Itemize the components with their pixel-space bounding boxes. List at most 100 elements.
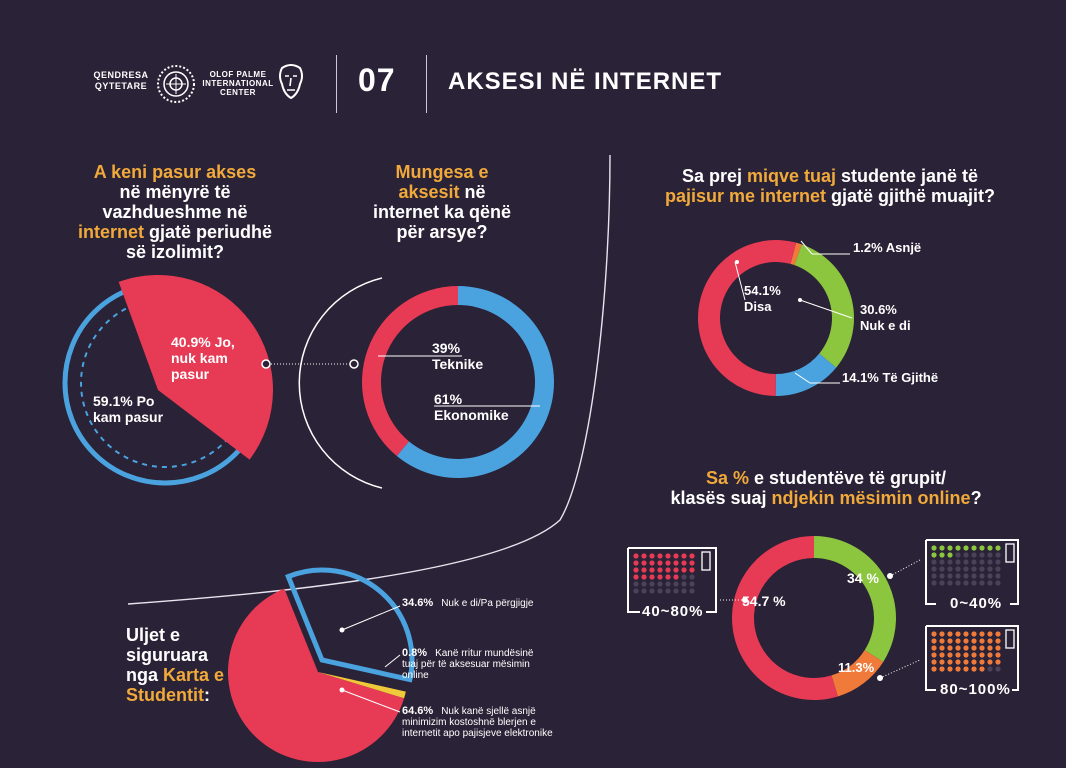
icon-dot xyxy=(955,566,961,572)
q2-question: Mungesa e aksesit në internet ka qënë pë… xyxy=(372,162,512,242)
icon-dot xyxy=(681,567,687,573)
icon-dot xyxy=(689,581,695,587)
q3-leader-nukedi xyxy=(799,299,853,319)
icon-dot xyxy=(633,560,639,566)
q5-label-nuk-sjelle: 64.6% Nuk kanë sjellë asnjë minimizim kos… xyxy=(402,705,553,740)
icon-dot xyxy=(955,631,961,637)
icon-dot xyxy=(971,652,977,658)
q2-label-ekonomike: 61% Ekonomike xyxy=(434,391,509,423)
icon-dot xyxy=(939,552,945,558)
icon-dot xyxy=(987,566,993,572)
header-divider-1 xyxy=(336,55,337,113)
icon-dot xyxy=(931,659,937,665)
icon-dot xyxy=(641,553,647,559)
icon-dot xyxy=(971,659,977,665)
icon-dot xyxy=(979,580,985,586)
icon-dot xyxy=(963,573,969,579)
icon-dot xyxy=(947,545,953,551)
q5-label-nuk-e-di: 34.6% Nuk e di/Pa përgjigje xyxy=(402,597,534,610)
q3-slice-disa xyxy=(697,239,797,396)
icon-dot xyxy=(963,559,969,565)
q1-label-jo: 40.9% Jo, nuk kam pasur xyxy=(171,334,235,382)
icon-dot xyxy=(947,652,953,658)
icon-dot xyxy=(971,666,977,672)
icon-dot xyxy=(963,638,969,644)
icon-dot xyxy=(955,545,961,551)
icon-dot xyxy=(689,588,695,594)
icon-dot xyxy=(987,559,993,565)
q3-label-asnje: 1.2% Asnjë xyxy=(853,240,922,255)
icon-dot xyxy=(995,645,1001,651)
icon-dot xyxy=(987,652,993,658)
icon-dot xyxy=(979,645,985,651)
icon-dot xyxy=(681,553,687,559)
icon-dot xyxy=(963,666,969,672)
icon-dot xyxy=(681,581,687,587)
icon-dot xyxy=(649,560,655,566)
icon-dot xyxy=(971,638,977,644)
icon-dot xyxy=(939,631,945,637)
icon-dot xyxy=(633,553,639,559)
icon-dot xyxy=(995,580,1001,586)
icon-dot xyxy=(665,560,671,566)
icon-dot xyxy=(971,645,977,651)
icon-dot xyxy=(947,573,953,579)
icon-dot xyxy=(931,580,937,586)
q5-leader-nukedi xyxy=(341,605,401,631)
icon-dot xyxy=(971,573,977,579)
icon-dot xyxy=(979,652,985,658)
icon-dot xyxy=(633,588,639,594)
icon-dot xyxy=(979,659,985,665)
icon-dot xyxy=(995,631,1001,637)
q5-slice-rritur xyxy=(318,672,406,699)
q2-label-teknike: 39% Teknike xyxy=(432,340,484,372)
q4-slice-80-100 xyxy=(831,650,884,697)
icon-dot xyxy=(665,553,671,559)
icon-dot xyxy=(955,580,961,586)
q2-slice-teknike xyxy=(362,286,458,456)
icon-dot xyxy=(931,652,937,658)
icon-dot xyxy=(963,659,969,665)
q4-icon-0-40 xyxy=(925,539,1019,605)
icon-dot xyxy=(979,552,985,558)
icon-dot xyxy=(939,652,945,658)
icon-dot xyxy=(657,567,663,573)
icon-dot xyxy=(673,553,679,559)
icon-dot xyxy=(995,545,1001,551)
icon-dot xyxy=(955,645,961,651)
icon-dot xyxy=(641,567,647,573)
q4-label-11: 11.3% xyxy=(838,660,875,675)
icon-dot xyxy=(995,638,1001,644)
q4-range-0-40: 0~40% xyxy=(950,595,1003,612)
icon-dot xyxy=(939,638,945,644)
icon-dot xyxy=(971,545,977,551)
icon-dot xyxy=(947,580,953,586)
icon-dot xyxy=(947,559,953,565)
icon-dot xyxy=(689,553,695,559)
logo-olof-palme-text: OLOF PALME INTERNATIONAL CENTER xyxy=(202,70,274,97)
icon-dot xyxy=(681,588,687,594)
icon-dot xyxy=(689,567,695,573)
icon-dot xyxy=(987,645,993,651)
icon-dot xyxy=(955,659,961,665)
icon-dot xyxy=(947,552,953,558)
icon-dot xyxy=(657,581,663,587)
icon-dot xyxy=(681,574,687,580)
icon-dot xyxy=(673,574,679,580)
q5-label-rritur: 0.8% Kanë rritur mundësinë tuaj për të ak… xyxy=(402,647,534,682)
q1-connector-dot-left xyxy=(261,359,271,369)
icon-dot xyxy=(939,573,945,579)
icon-dot xyxy=(947,566,953,572)
icon-dot xyxy=(955,552,961,558)
icon-dot xyxy=(963,545,969,551)
icon-dot xyxy=(979,631,985,637)
icon-dot xyxy=(931,573,937,579)
icon-dot xyxy=(971,552,977,558)
icon-dot xyxy=(673,588,679,594)
q3-label-nukedi: 30.6% Nuk e di xyxy=(860,302,911,333)
icon-dot xyxy=(657,588,663,594)
q3-slice-nukedi xyxy=(794,244,854,368)
icon-dot xyxy=(987,573,993,579)
